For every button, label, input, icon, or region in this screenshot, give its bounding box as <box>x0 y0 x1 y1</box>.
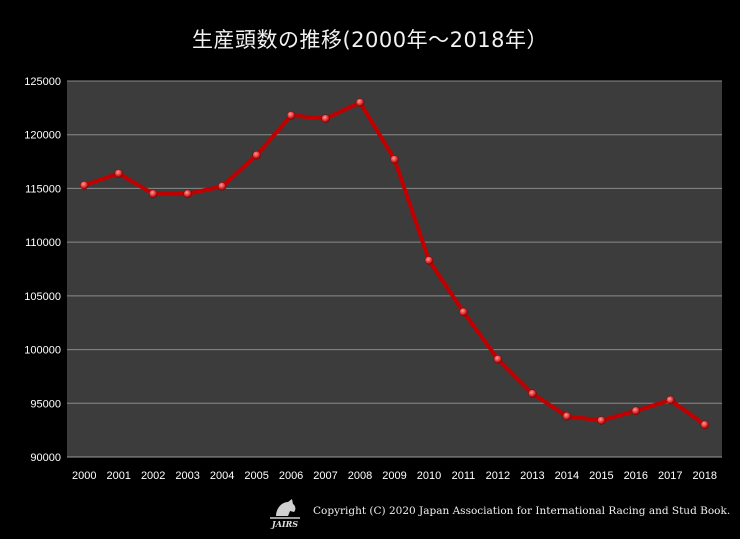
x-tick-label: 2002 <box>141 470 165 482</box>
x-tick-label: 2000 <box>72 470 96 482</box>
x-tick-label: 2016 <box>624 470 648 482</box>
data-point <box>148 189 158 199</box>
x-tick-label: 2008 <box>348 470 372 482</box>
plot-area <box>67 81 722 457</box>
x-tick-label: 2003 <box>175 470 199 482</box>
x-tick-label: 2010 <box>417 470 441 482</box>
data-point <box>252 150 261 160</box>
x-tick-label: 2015 <box>589 470 613 482</box>
data-point <box>114 169 123 178</box>
y-tick-label: 115000 <box>25 183 61 195</box>
x-tick-label: 2012 <box>486 470 510 482</box>
data-point <box>666 395 675 405</box>
data-point <box>493 354 503 364</box>
x-tick-label: 2005 <box>244 470 268 482</box>
data-point <box>631 406 641 416</box>
data-point <box>528 389 537 398</box>
x-tick-label: 2001 <box>106 470 130 482</box>
x-tick-label: 2004 <box>210 470 234 482</box>
y-tick-label: 120000 <box>24 130 61 142</box>
x-tick-label: 2014 <box>555 470 579 482</box>
data-point <box>217 182 227 191</box>
y-tick-label: 110000 <box>25 237 61 249</box>
jairs-logo-icon: JAIRS <box>270 499 300 529</box>
y-tick-label: 105000 <box>24 291 61 303</box>
chart-title: 生産頭数の推移(2000年～2018年） <box>191 28 549 52</box>
x-tick-label: 2007 <box>313 470 337 482</box>
data-point <box>321 114 330 123</box>
x-tick-label: 2011 <box>452 470 476 482</box>
x-tick-label: 2006 <box>279 470 303 482</box>
data-point <box>390 155 399 164</box>
x-tick-label: 2013 <box>520 470 544 482</box>
data-point <box>79 180 89 190</box>
data-point <box>459 307 468 317</box>
x-tick-label: 2017 <box>658 470 682 482</box>
y-tick-label: 90000 <box>30 452 61 464</box>
x-tick-label: 2009 <box>382 470 406 482</box>
data-point <box>424 256 434 265</box>
data-point <box>597 416 606 425</box>
y-tick-label: 125000 <box>24 76 61 88</box>
svg-text:JAIRS: JAIRS <box>270 519 298 529</box>
data-point <box>286 111 296 120</box>
data-point <box>562 411 572 421</box>
data-point <box>355 98 365 107</box>
y-tick-label: 95000 <box>30 398 61 410</box>
data-point <box>183 189 192 199</box>
data-point <box>700 420 710 430</box>
x-tick-label: 2018 <box>693 470 717 482</box>
copyright-text: Copyright (C) 2020 Japan Association for… <box>313 505 731 517</box>
y-tick-label: 100000 <box>24 345 61 357</box>
